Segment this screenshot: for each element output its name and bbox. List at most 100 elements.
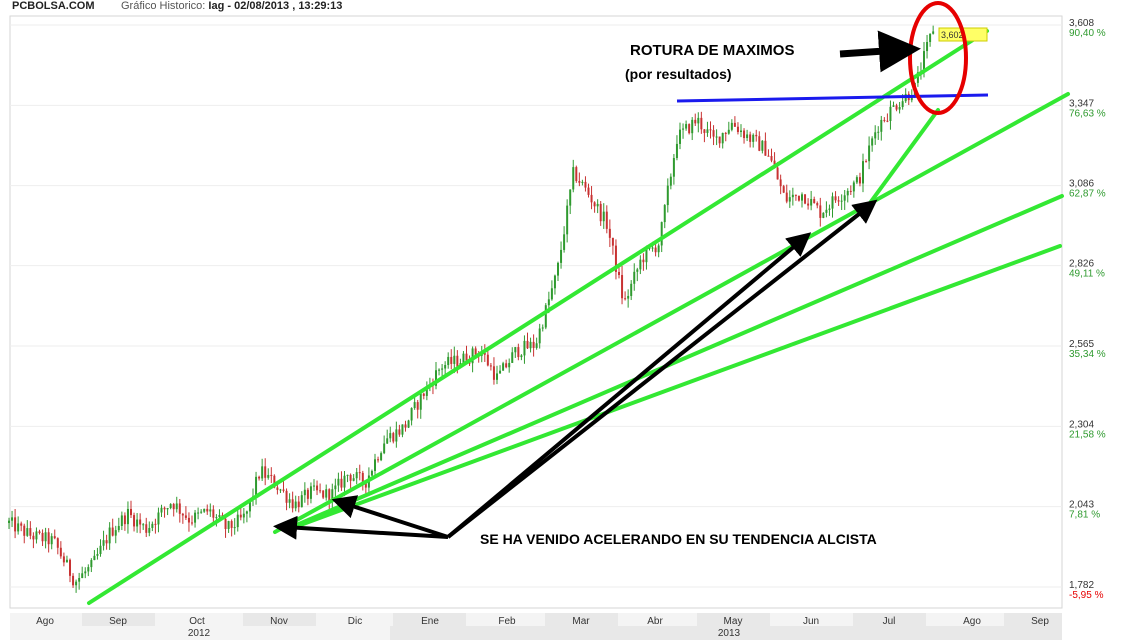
candle-body [389,433,392,439]
candle-body [697,117,700,124]
candle-body [355,472,358,479]
candle-body [843,195,846,201]
trendline [283,194,1064,532]
candle-body [78,578,81,582]
candle-body [386,438,389,444]
candle-body [736,126,739,132]
candle-body [380,453,383,461]
candle-body [242,513,245,518]
month-band-shade [243,613,316,626]
candle-body [224,518,227,530]
candle-body [724,132,727,134]
candle-body [846,190,849,196]
candle-body [325,489,328,498]
candle-body [114,530,117,536]
candle-body [395,429,398,442]
candle-body [825,209,828,213]
candle-body [105,540,108,544]
month-band-shade [393,613,466,626]
candle-body [75,581,78,586]
candle-body [444,365,447,369]
candle-body [505,363,508,368]
candle-body [194,512,197,523]
candle-body [313,485,315,487]
candle-body [337,478,340,486]
candle-body [248,499,251,512]
candle-body [291,499,294,509]
candle-body [618,271,620,276]
candle-body [566,205,569,235]
y-tick-pct: -5,95 % [1069,590,1104,601]
candle-body [123,515,126,525]
candle-body [593,202,596,207]
candle-body [258,476,261,479]
candle-body [492,366,495,380]
candle-body [636,269,639,272]
candle-body [17,523,20,532]
y-tick-price: 2,565 [1069,339,1094,350]
candle-body [407,420,410,428]
candle-body [898,107,901,110]
candle-body [206,508,209,512]
candle-body [8,520,10,523]
candle-body [703,129,706,133]
candle-body [273,475,276,488]
candle-body [456,355,459,367]
candle-body [184,515,187,518]
candle-body [255,476,258,497]
x-tick-month: May [724,616,743,627]
candle-body [218,515,221,518]
candle-body [889,106,892,121]
candle-body [93,555,96,561]
candle-body [819,205,822,218]
candle-body [358,472,361,474]
candle-body [294,501,297,509]
candle-body [157,512,160,525]
candle-body [514,347,517,353]
last-price-label: 3,602 [941,30,964,40]
candle-body [883,119,886,121]
candle-body [450,356,453,364]
candle-body [544,305,547,328]
candle-body [511,352,514,363]
candle-body [486,354,489,366]
candle-body [743,130,746,139]
candle-body [111,527,114,536]
x-tick-month: Ene [421,616,439,627]
candle-body [862,161,864,184]
candle-body [660,222,663,246]
candle-body [11,517,14,521]
x-tick-month: Oct [189,616,205,627]
candle-body [672,158,675,177]
candle-body [300,495,303,508]
breakout-subtitle: (por resultados) [625,66,732,82]
candle-body [755,134,758,137]
y-tick-pct: 49,11 % [1069,269,1105,280]
candle-body [639,259,642,270]
candle-body [880,119,883,132]
x-tick-month: Mar [572,616,590,627]
candle-body [398,429,401,435]
candle-body [230,521,233,528]
candle-body [730,122,733,130]
candle-body [209,509,212,512]
trend-arrow [273,515,449,540]
y-tick-pct: 35,34 % [1069,349,1106,360]
candle-body [682,128,685,130]
trend-note: SE HA VENIDO ACELERANDO EN SU TENDENCIA … [480,531,877,547]
candle-body [712,130,715,137]
candle-body [532,341,535,348]
site-logo-text[interactable]: PCBOLSA.COM [12,0,95,12]
candle-body [834,196,837,201]
candle-body [779,179,782,187]
candle-body [56,538,59,548]
resistance-line [676,93,989,103]
candle-body [910,97,913,101]
breakout-arrow [839,30,921,73]
candle-body [474,348,477,355]
candle-body [520,355,523,358]
candle-body [297,501,300,508]
candle-body [166,508,169,510]
candle-body [822,212,825,218]
candle-body [44,532,47,542]
